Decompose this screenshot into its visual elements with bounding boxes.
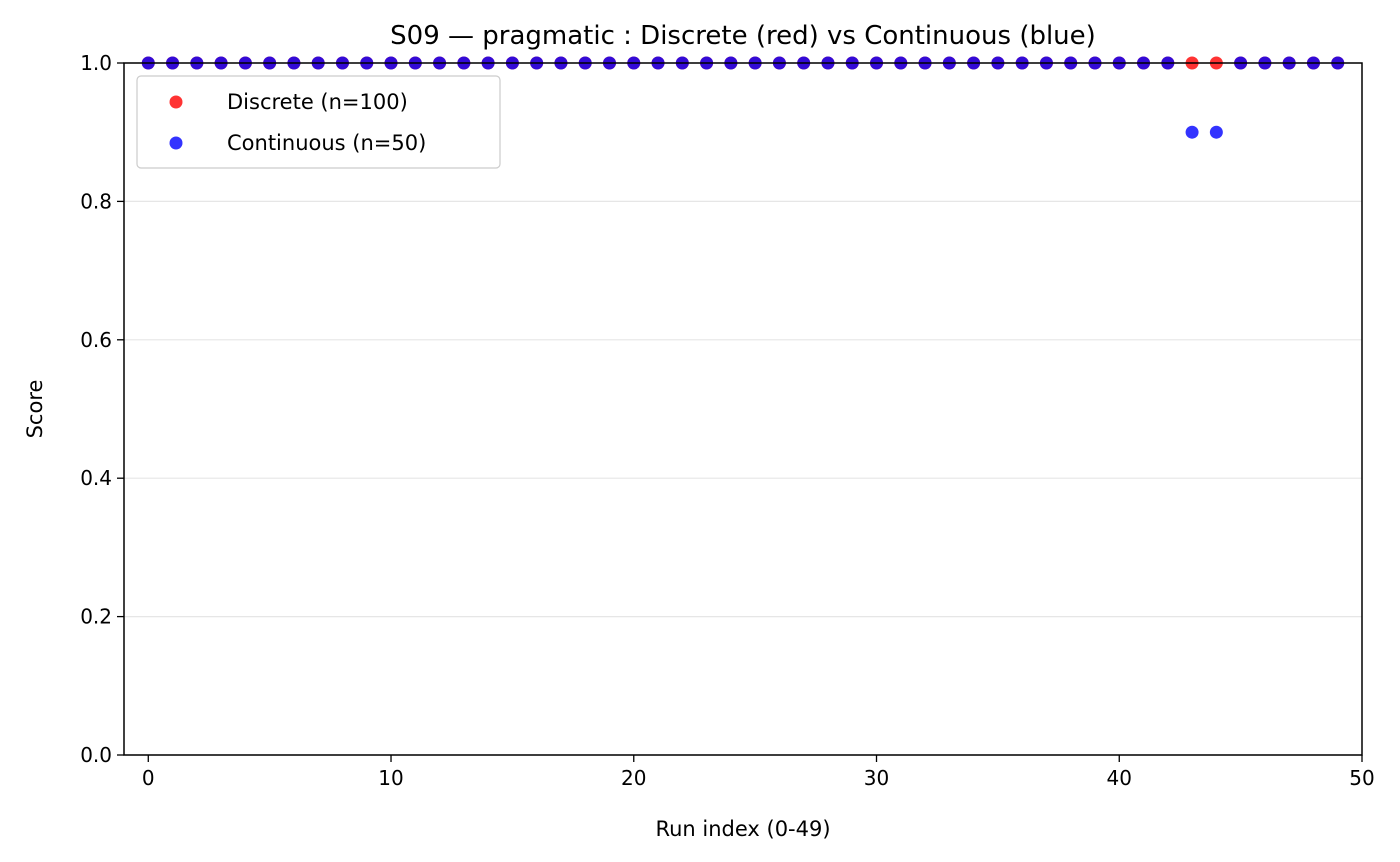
y-tick-label: 0.8 xyxy=(80,189,112,213)
x-axis-ticks: 0 10 20 30 40 50 xyxy=(142,755,1375,790)
x-tick-label: 50 xyxy=(1349,766,1374,790)
y-axis-ticks: 0.0 0.2 0.4 0.6 0.8 1.0 xyxy=(80,51,124,767)
legend-label: Continuous (n=50) xyxy=(227,131,426,155)
legend-box xyxy=(136,75,501,169)
chart-title: S09 — pragmatic : Discrete (red) vs Cont… xyxy=(390,21,1096,51)
legend: Discrete (n=100) Continuous (n=50) xyxy=(136,75,501,169)
x-axis-label: Run index (0-49) xyxy=(655,817,830,841)
x-tick-label: 10 xyxy=(378,766,403,790)
x-tick-label: 20 xyxy=(621,766,646,790)
legend-label: Discrete (n=100) xyxy=(227,90,408,114)
y-axis-label: Score xyxy=(23,380,47,439)
y-tick-label: 0.0 xyxy=(80,743,112,767)
continuous-point xyxy=(1185,125,1199,139)
y-tick-label: 0.2 xyxy=(80,605,112,629)
legend-marker xyxy=(169,136,183,150)
x-tick-label: 40 xyxy=(1107,766,1132,790)
y-tick-label: 0.4 xyxy=(80,466,112,490)
y-tick-label: 0.6 xyxy=(80,328,112,352)
x-tick-label: 0 xyxy=(142,766,155,790)
legend-marker xyxy=(169,95,183,109)
continuous-point xyxy=(1209,125,1223,139)
x-tick-label: 30 xyxy=(864,766,889,790)
plot-frame xyxy=(123,62,1363,756)
y-tick-label: 1.0 xyxy=(80,51,112,75)
